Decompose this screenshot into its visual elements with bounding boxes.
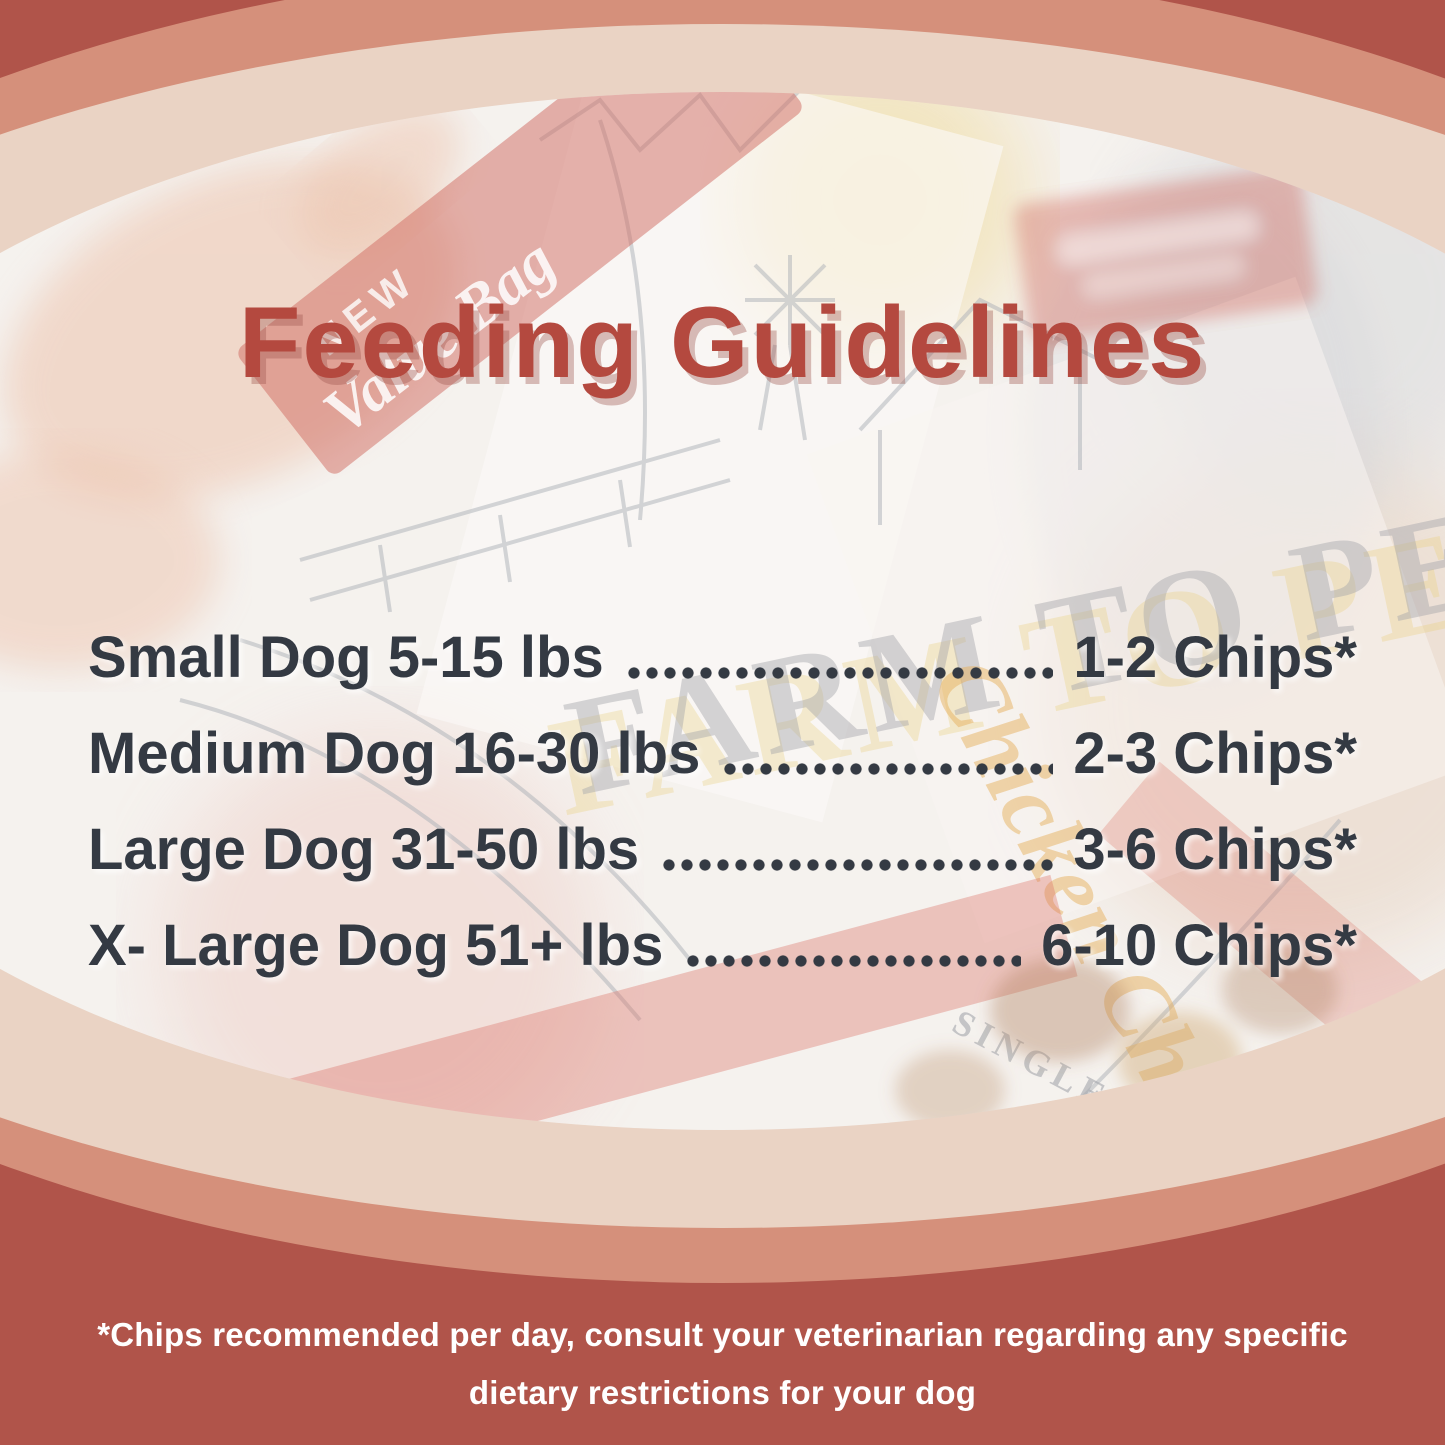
page-title: Feeding Guidelines [238, 287, 1207, 399]
guideline-label: X- Large Dog 51+ lbs [88, 913, 664, 978]
guideline-row-small-dog: Small Dog 5-15 lbs 1-2 Chips* [88, 628, 1357, 688]
guideline-value: 6-10 Chips* [1041, 913, 1357, 978]
right-bag-label [1014, 166, 1318, 342]
guideline-label: Small Dog 5-15 lbs [88, 625, 604, 690]
disclaimer-text: *Chips recommended per day, consult your… [97, 1316, 1348, 1411]
guideline-row-xlarge-dog: X- Large Dog 51+ lbs 6-10 Chips* [88, 916, 1357, 976]
dotted-leader [663, 858, 1054, 872]
dotted-leader [724, 762, 1054, 776]
guidelines-list: Small Dog 5-15 lbs 1-2 Chips* Medium Dog… [88, 628, 1357, 1012]
guideline-label: Medium Dog 16-30 lbs [88, 721, 701, 786]
guideline-label: Large Dog 31-50 lbs [88, 817, 640, 882]
guideline-row-medium-dog: Medium Dog 16-30 lbs 2-3 Chips* [88, 724, 1357, 784]
guideline-value: 3-6 Chips* [1073, 817, 1357, 882]
dotted-leader [687, 954, 1022, 968]
guideline-value: 1-2 Chips* [1073, 625, 1357, 690]
guideline-value: 2-3 Chips* [1073, 721, 1357, 786]
chips-blobs [895, 946, 1338, 1130]
guideline-row-large-dog: Large Dog 31-50 lbs 3-6 Chips* [88, 820, 1357, 880]
dotted-leader [627, 666, 1054, 680]
